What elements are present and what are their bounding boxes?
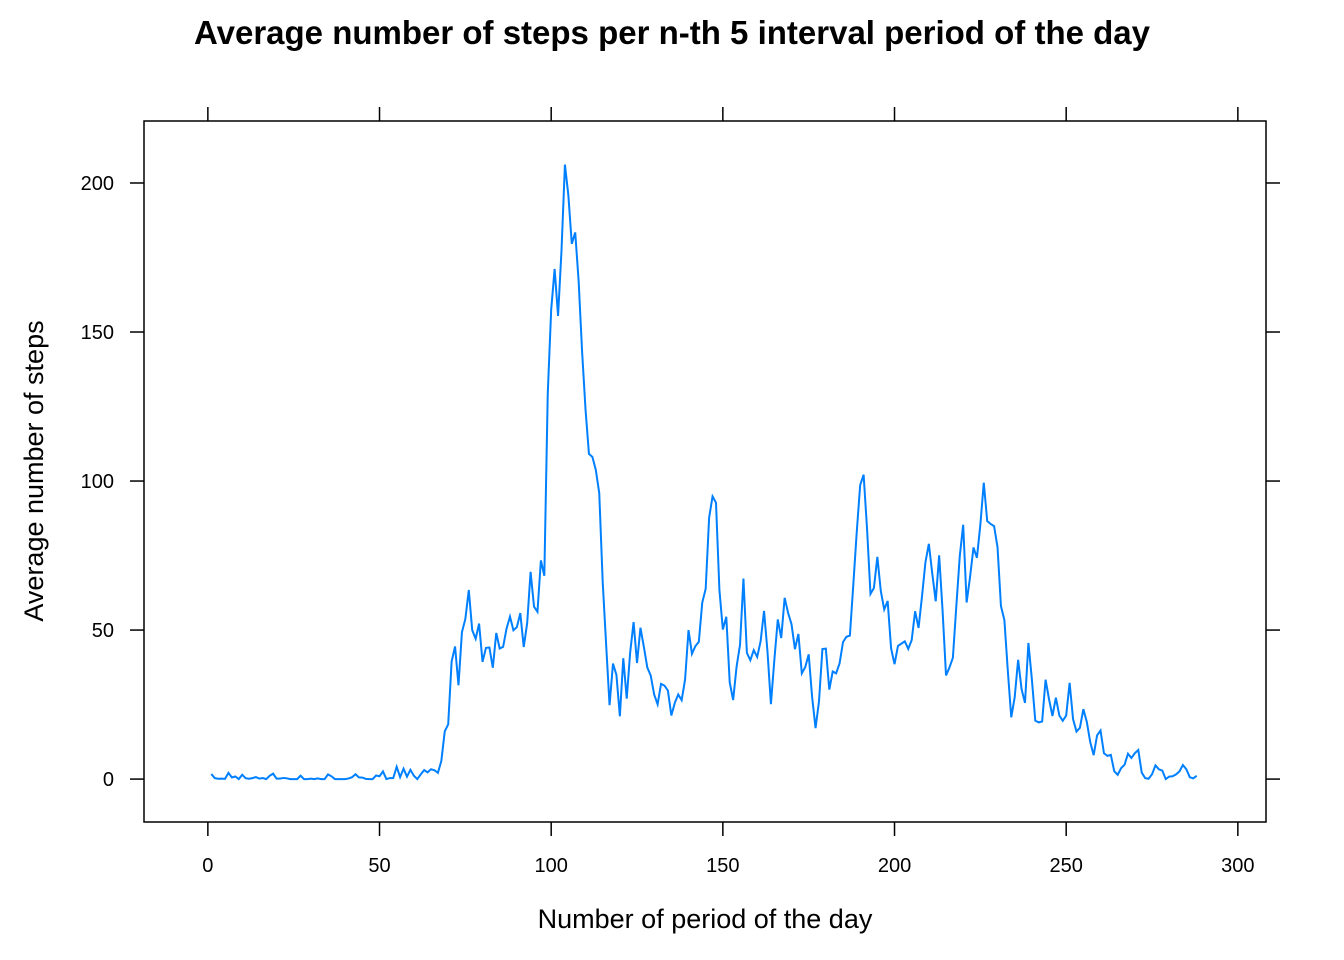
y-axis-label: Average number of steps — [19, 320, 49, 621]
x-axis-label: Number of period of the day — [538, 904, 873, 934]
x-tick-label: 200 — [878, 855, 911, 877]
x-tick-label: 250 — [1049, 855, 1082, 877]
y-tick-label: 100 — [81, 471, 114, 493]
plot-frame — [143, 120, 1267, 823]
y-tick-label: 200 — [81, 173, 114, 195]
x-tick-label: 150 — [706, 855, 739, 877]
x-tick-label: 0 — [202, 855, 213, 877]
y-tick-label: 50 — [92, 620, 114, 642]
y-tick-label: 150 — [81, 322, 114, 344]
chart-title: Average number of steps per n-th 5 inter… — [194, 14, 1151, 51]
data-line — [210, 164, 1198, 781]
x-tick-label: 100 — [535, 855, 568, 877]
y-tick-label: 0 — [103, 769, 114, 791]
x-tick-label: 50 — [368, 855, 390, 877]
x-tick-label: 300 — [1221, 855, 1254, 877]
